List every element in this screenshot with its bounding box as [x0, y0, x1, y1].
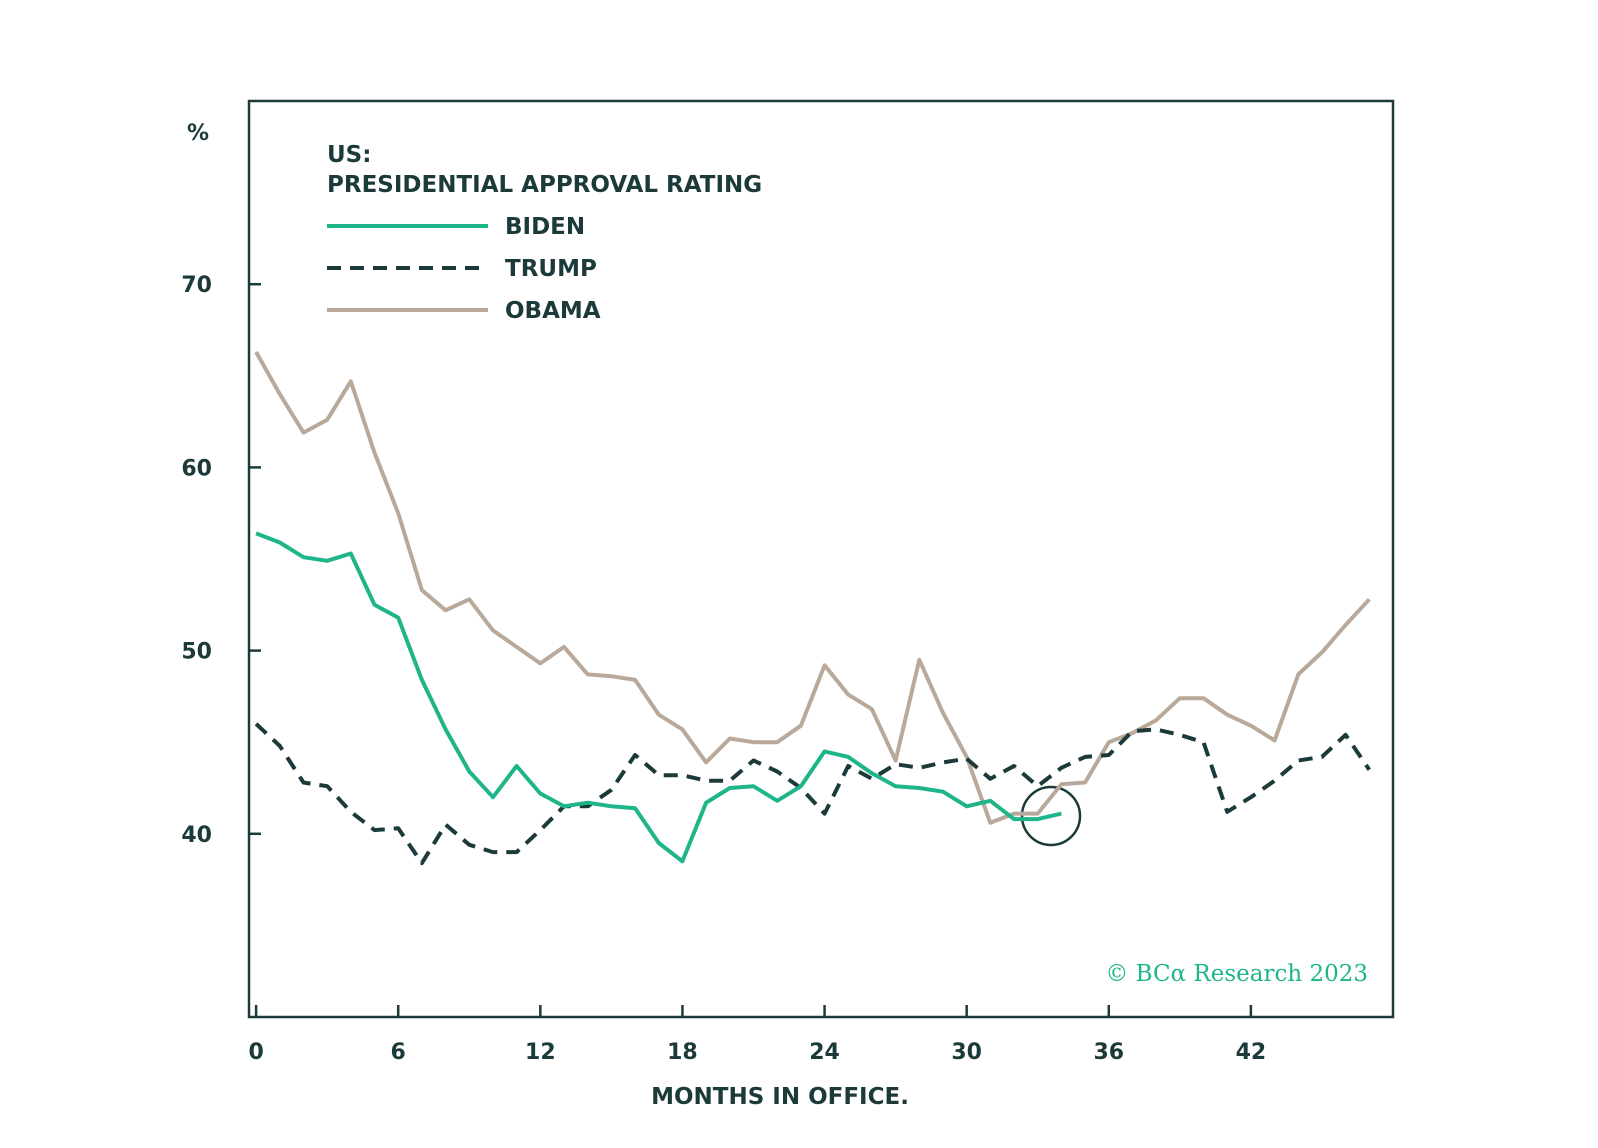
x-tick-label: 30	[951, 1040, 982, 1065]
plot-frame	[247, 99, 1395, 1019]
y-tick-label: 50	[181, 640, 212, 665]
series-line	[254, 722, 1371, 866]
x-tick-label: 6	[391, 1040, 406, 1065]
x-tick-label: 36	[1093, 1040, 1124, 1065]
y-tick-label: 70	[181, 273, 212, 298]
x-axis-label: MONTHS IN OFFICE.	[651, 1084, 909, 1110]
highlight-circle	[1020, 785, 1082, 847]
x-tick-label: 42	[1236, 1040, 1267, 1065]
y-tick-label: 40	[181, 823, 212, 848]
chart-title: US:	[327, 142, 371, 168]
x-tick-label: 24	[809, 1040, 840, 1065]
y-unit: %	[187, 121, 209, 146]
x-tick-label: 0	[248, 1040, 263, 1065]
legend-label: TRUMP	[505, 256, 597, 282]
x-tick-label: 18	[667, 1040, 698, 1065]
series-line	[254, 351, 1371, 825]
chart-title: PRESIDENTIAL APPROVAL RATING	[327, 172, 762, 198]
legend-label: OBAMA	[505, 298, 601, 324]
x-tick-label: 12	[525, 1040, 556, 1065]
y-tick-label: 60	[181, 456, 212, 481]
source: © BCα Research 2023	[1105, 961, 1368, 987]
legend-label: BIDEN	[505, 214, 585, 240]
series-line	[255, 531, 1062, 864]
